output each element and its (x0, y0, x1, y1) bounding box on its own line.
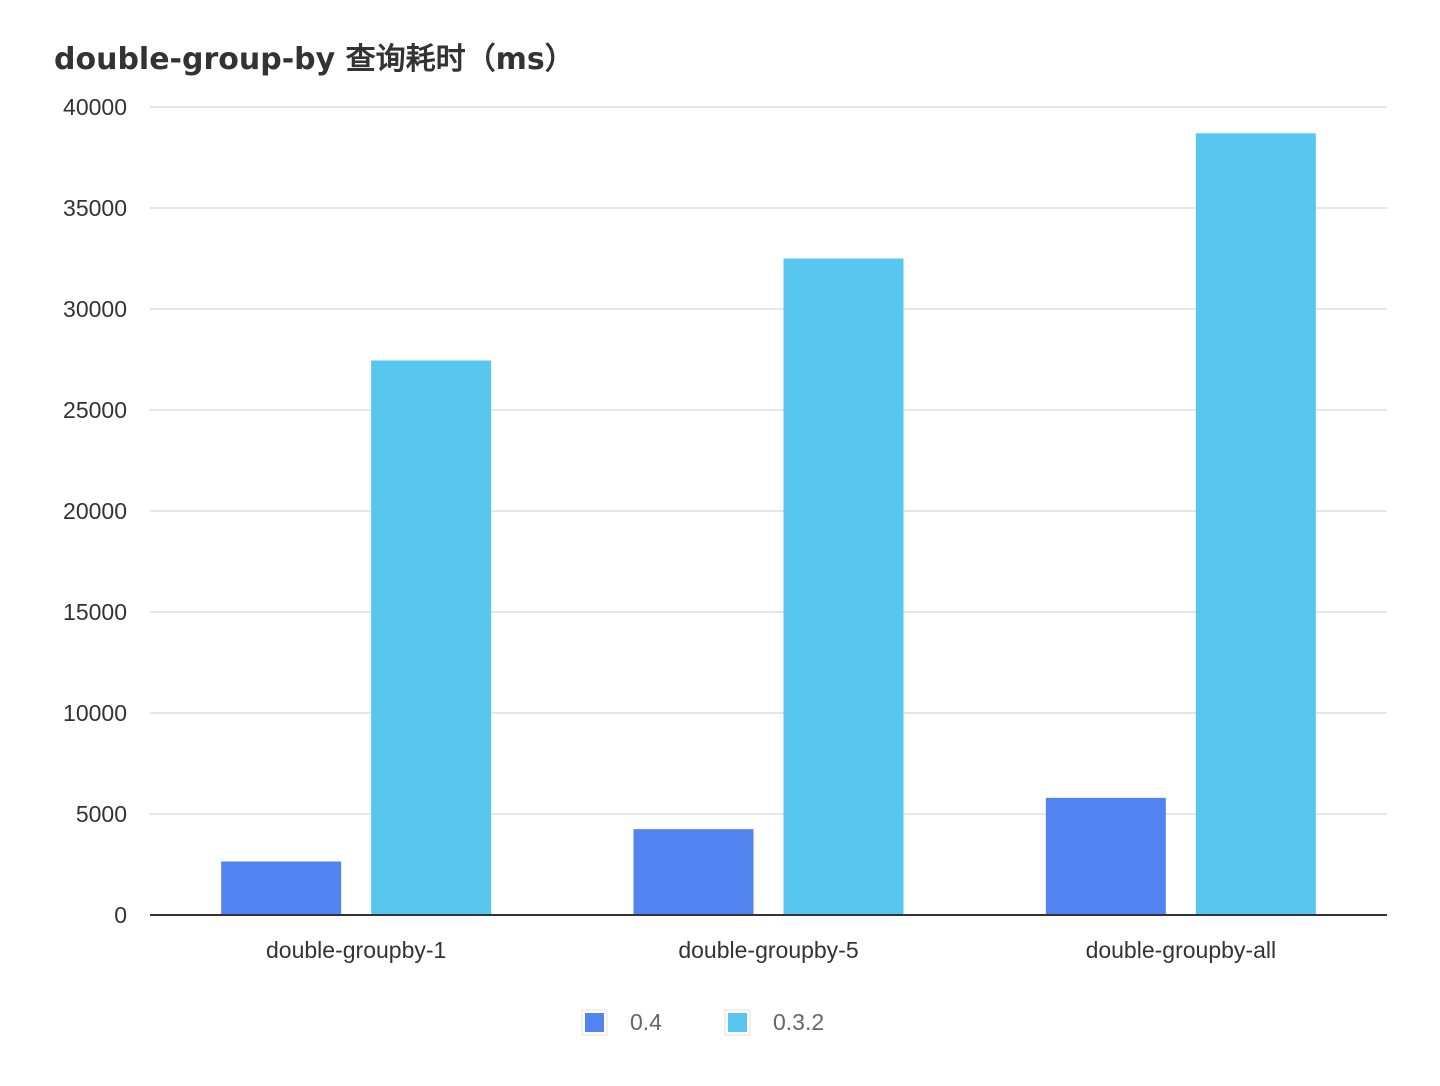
y-tick-label: 10000 (63, 700, 127, 726)
y-tick-label: 30000 (63, 296, 127, 322)
y-tick-label: 0 (114, 902, 127, 928)
y-axis-ticks: 0 5000 10000 15000 20000 25000 30000 35000 40000 (63, 94, 127, 928)
bar (371, 360, 492, 915)
bar (633, 829, 754, 915)
bar (1195, 133, 1316, 915)
bar (783, 258, 904, 915)
y-tick-label: 40000 (63, 94, 127, 120)
y-tick-label: 20000 (63, 498, 127, 524)
legend-label: 0.4 (630, 1009, 662, 1035)
legend-swatch (585, 1013, 604, 1032)
bars (221, 133, 1316, 915)
x-tick-label: double-groupby-5 (678, 937, 858, 963)
x-tick-label: double-groupby-all (1086, 937, 1277, 963)
legend: 0.4 0.3.2 (581, 1009, 824, 1036)
legend-swatch (728, 1013, 747, 1032)
y-tick-label: 35000 (63, 195, 127, 221)
legend-label: 0.3.2 (773, 1009, 824, 1035)
chart-title: double-group-by 查询耗时（ms） (54, 42, 575, 77)
gridlines (150, 106, 1387, 815)
x-axis-ticks: double-groupby-1 double-groupby-5 double-g… (266, 937, 1276, 963)
y-tick-label: 15000 (63, 599, 127, 625)
x-tick-label: double-groupby-1 (266, 937, 446, 963)
bar (1045, 797, 1166, 915)
y-tick-label: 25000 (63, 397, 127, 423)
bar (221, 861, 342, 915)
y-tick-label: 5000 (76, 801, 127, 827)
